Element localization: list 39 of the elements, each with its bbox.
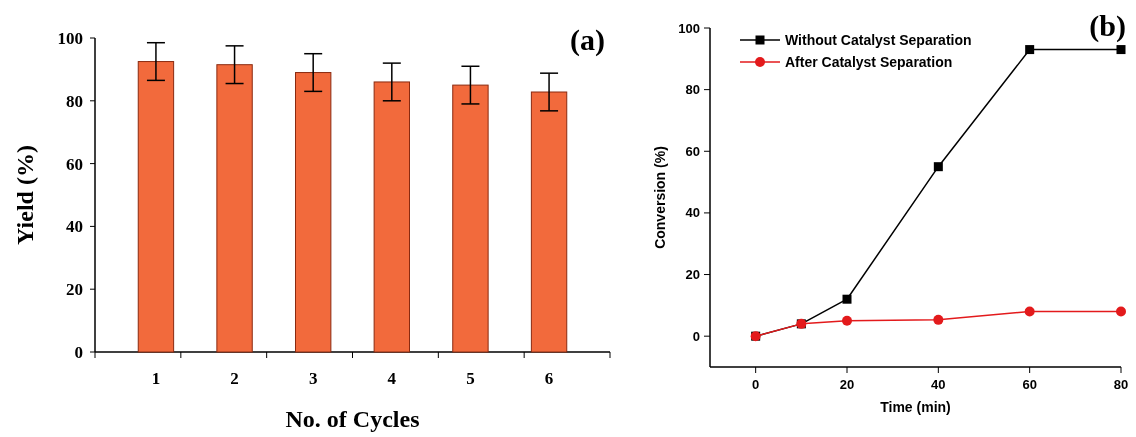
x-tick-label: 5 (466, 369, 475, 388)
y-axis-title: Yield (%) (12, 145, 38, 245)
y-axis-title: Conversion (%) (652, 146, 668, 249)
point (1025, 45, 1035, 55)
x-tick-label: 4 (387, 369, 397, 388)
point (1024, 306, 1035, 317)
x-tick-label: 1 (151, 369, 161, 388)
point (933, 162, 943, 172)
y-tick-label: 0 (74, 342, 83, 362)
y-tick-label: 20 (685, 267, 700, 283)
annotation: (b) (1089, 9, 1126, 43)
x-axis-title: No. of Cycles (285, 406, 420, 432)
legend-label: Without Catalyst Separation (785, 31, 972, 48)
y-tick-label: 40 (66, 217, 83, 237)
x-tick-label: 3 (308, 369, 318, 388)
y-tick-label: 0 (692, 328, 700, 344)
y-tick-label: 100 (678, 20, 700, 36)
x-tick-label: 40 (931, 377, 946, 392)
y-tick-label: 100 (57, 28, 83, 48)
x-tick-label: 20 (839, 377, 855, 392)
x-tick-label: 0 (752, 377, 760, 392)
x-tick-label: 80 (1113, 377, 1129, 392)
legend-label: After Catalyst Separation (785, 53, 953, 70)
point (1116, 306, 1126, 317)
annotation: (a) (570, 23, 605, 57)
x-tick-label: 6 (544, 369, 554, 388)
y-tick-label: 20 (66, 280, 83, 300)
x-axis-title: Time (min) (880, 399, 951, 415)
y-tick-label: 80 (66, 91, 83, 111)
y-tick-label: 40 (685, 205, 700, 221)
y-tick-label: 60 (66, 154, 83, 174)
y-tick-label: 60 (685, 143, 700, 159)
x-tick-label: 2 (230, 369, 239, 388)
point (933, 314, 944, 325)
point (842, 294, 852, 304)
point (842, 315, 852, 326)
point (1116, 45, 1126, 55)
y-tick-label: 80 (685, 82, 700, 98)
x-tick-label: 60 (1022, 377, 1037, 392)
